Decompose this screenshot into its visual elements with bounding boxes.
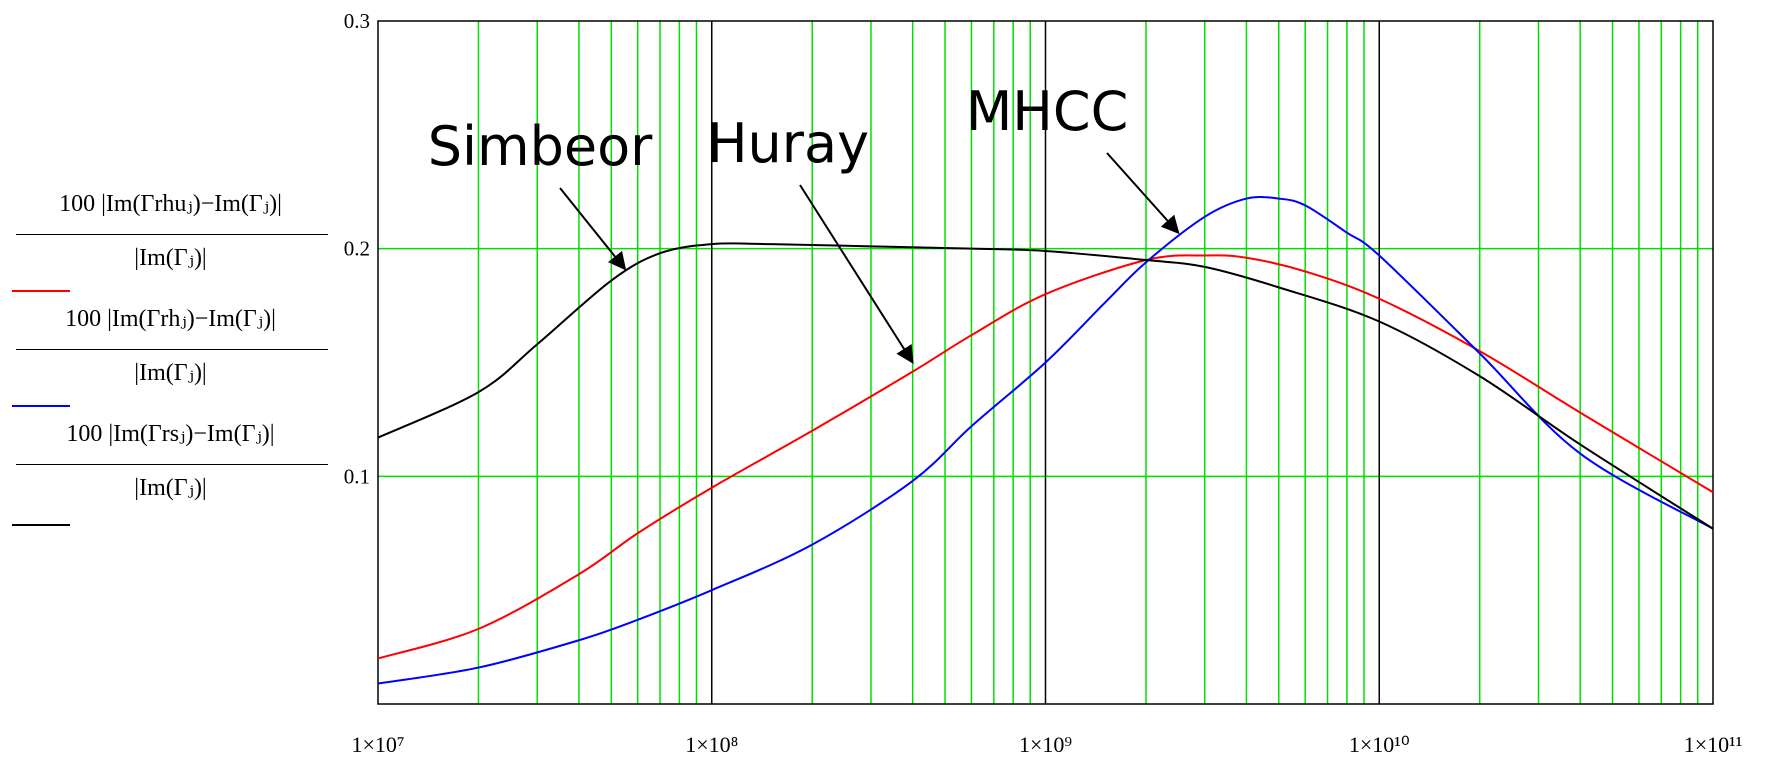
annotation-arrow (799, 184, 914, 365)
y-tick-labels: 0.1 0.2 0.3 (344, 9, 370, 488)
annotation-label: Huray (707, 112, 869, 175)
legend-numerator: 100 |Im(Γrhuⱼ)−Im(Γⱼ)| (59, 191, 282, 217)
fraction-bar (16, 349, 328, 350)
legend-numerator: 100 |Im(Γrhⱼ)−Im(Γⱼ)| (65, 306, 276, 332)
x-tick-label: 1×10⁹ (1019, 732, 1072, 757)
x-tick-labels: 1×10⁷ 1×10⁸ 1×10⁹ 1×10¹⁰ 1×10¹¹ (351, 732, 1742, 757)
annotation-arrow (1106, 152, 1180, 235)
x-tick-label: 1×10⁸ (685, 732, 738, 757)
grid (378, 21, 1713, 704)
fraction-bar (16, 234, 328, 235)
annotation-label: Simbeor (428, 115, 653, 178)
legend-denominator: |Im(Γⱼ)| (134, 360, 207, 386)
legend-numerator: 100 |Im(Γrsⱼ)−Im(Γⱼ)| (66, 421, 275, 447)
y-tick-label: 0.2 (344, 237, 370, 261)
legend-swatch-black (12, 524, 70, 526)
legend-swatch-red (12, 290, 70, 292)
annotation-label: MHCC (966, 80, 1129, 143)
x-tick-label: 1×10¹⁰ (1349, 732, 1410, 757)
y-tick-label: 0.1 (344, 464, 370, 488)
fraction-bar (16, 464, 328, 465)
plot-frame (377, 20, 1714, 705)
legend-denominator: |Im(Γⱼ)| (134, 475, 207, 501)
legend-entry-blue: 100 |Im(Γrhⱼ)−Im(Γⱼ)| |Im(Γⱼ)| (8, 293, 333, 408)
series-lines (377, 195, 1714, 685)
annotations: Simbeor Huray MHCC (428, 80, 1180, 365)
series-line-0 (377, 254, 1714, 660)
legend-swatch-blue (12, 405, 70, 407)
legend: 100 |Im(Γrhuⱼ)−Im(Γⱼ)| |Im(Γⱼ)| 100 |Im(… (8, 178, 333, 526)
legend-denominator: |Im(Γⱼ)| (134, 245, 207, 271)
x-tick-label: 1×10¹¹ (1684, 732, 1743, 757)
y-tick-label: 0.3 (344, 9, 370, 33)
x-tick-label: 1×10⁷ (351, 732, 404, 757)
legend-entry-red: 100 |Im(Γrhuⱼ)−Im(Γⱼ)| |Im(Γⱼ)| (8, 178, 333, 293)
series-line-1 (377, 195, 1714, 685)
annotation-arrow (559, 187, 627, 271)
legend-entry-black: 100 |Im(Γrsⱼ)−Im(Γⱼ)| |Im(Γⱼ)| (8, 408, 333, 526)
series-line-2 (377, 242, 1714, 530)
